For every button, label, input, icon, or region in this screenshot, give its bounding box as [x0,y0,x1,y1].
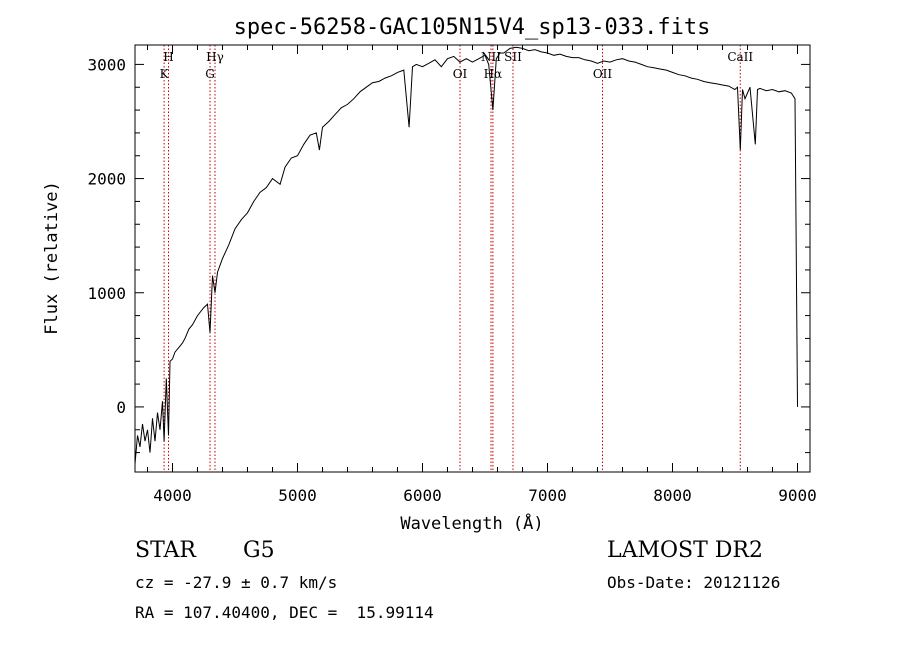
line-marker-label: Hα [484,67,503,81]
line-marker-label: CaII [727,50,753,64]
x-axis-ticks: 4000 5000 6000 7000 8000 9000 [147,45,817,505]
spectral-subclass: G5 [243,538,275,563]
y-tick-label: 2000 [87,170,126,189]
x-tick-label: 6000 [403,486,442,505]
x-tick-label: 8000 [653,486,692,505]
x-tick-label: 9000 [778,486,817,505]
x-tick-label: 7000 [528,486,567,505]
line-marker-label: H [163,50,173,64]
line-marker-label: SII [504,50,522,64]
spectrum-line [134,46,798,465]
y-axis-label: Flux (relative) [42,181,62,335]
x-axis-label: Wavelength (Å) [400,512,543,534]
plot-frame [134,44,811,473]
line-marker-label: NII [481,50,501,64]
y-tick-label: 3000 [87,55,126,74]
chart-title: spec-56258-GAC105N15V4_sp13-033.fits [234,15,711,40]
redshift-velocity: cz = -27.9 ± 0.7 km/s [135,573,338,592]
y-axis-ticks: 0 1000 2000 3000 [87,55,810,454]
survey-name: LAMOST DR2 [607,538,763,563]
y-tick-label: 0 [116,398,126,417]
line-marker-label: OI [453,67,468,81]
observation-date: Obs-Date: 20121126 [607,573,781,592]
coordinates: RA = 107.40400, DEC = 15.99114 [135,603,434,622]
x-tick-label: 4000 [153,486,192,505]
x-tick-label: 5000 [278,486,317,505]
y-tick-label: 1000 [87,284,126,303]
line-marker-label: K [160,67,170,81]
line-marker-label: G [205,67,215,81]
line-marker-label: Hγ [206,50,224,64]
object-class: STAR [135,538,196,563]
line-marker-label: OII [593,67,613,81]
